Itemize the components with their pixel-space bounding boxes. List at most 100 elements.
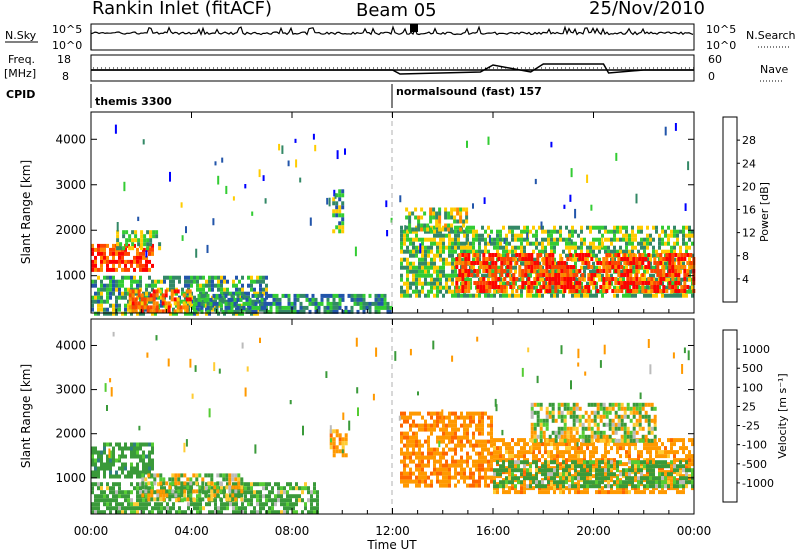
velocity-cell <box>628 468 631 473</box>
power-cell <box>173 301 177 306</box>
nsky-spike <box>410 24 418 32</box>
velocity-cell <box>229 502 232 507</box>
velocity-cell <box>661 460 664 465</box>
power-cell <box>211 279 214 284</box>
velocity-cell <box>445 423 448 428</box>
velocity-cell <box>415 463 418 468</box>
velocity-cell <box>168 489 172 494</box>
velocity-cell <box>115 498 118 503</box>
velocity-cell <box>478 423 481 428</box>
velocity-cell <box>487 447 490 452</box>
power-cell <box>118 263 121 268</box>
velocity-cell <box>418 459 421 464</box>
power-cell <box>259 287 262 292</box>
velocity-cell <box>439 479 442 484</box>
velocity-cell <box>547 442 550 447</box>
velocity-cell <box>262 486 265 491</box>
power-cell <box>335 309 339 314</box>
power-cell <box>145 267 148 272</box>
power-cell <box>617 273 621 277</box>
power-cell <box>523 237 526 242</box>
power-cell <box>338 229 342 234</box>
velocity-cell <box>427 475 430 480</box>
velocity-cell <box>628 460 631 465</box>
velocity-cell <box>219 497 223 502</box>
velocity-cell <box>139 490 142 495</box>
power-cell <box>505 249 508 254</box>
power-cell <box>673 257 676 262</box>
velocity-cell <box>539 402 543 407</box>
nsky-line <box>90 25 694 50</box>
power-cell <box>124 259 127 264</box>
power-cell <box>400 225 403 230</box>
power-cell <box>248 305 252 310</box>
velocity-cell <box>94 502 97 507</box>
velocity-cell <box>679 438 682 443</box>
power-cell <box>160 291 163 296</box>
velocity-cell <box>526 476 529 481</box>
velocity-cell <box>217 510 220 515</box>
velocity-cell <box>571 474 574 479</box>
power-cell <box>341 205 345 210</box>
velocity-cell <box>526 484 529 489</box>
velocity-cell <box>533 422 537 427</box>
power-cell <box>524 257 528 261</box>
velocity-cell <box>216 481 220 486</box>
power-cell <box>497 253 501 257</box>
velocity-cell <box>562 450 565 455</box>
power-cell <box>536 253 540 257</box>
power-cell <box>563 281 567 285</box>
power-cell <box>100 283 103 288</box>
power-cell <box>623 273 627 277</box>
velocity-cell <box>616 464 619 469</box>
velocity-cell <box>338 433 342 438</box>
power-scatter-point <box>386 230 389 237</box>
power-cell <box>411 211 415 216</box>
power-cell <box>91 247 94 252</box>
power-cell <box>447 223 451 228</box>
power-cell <box>256 299 259 304</box>
velocity-cell <box>130 502 133 507</box>
velocity-cell <box>511 468 514 473</box>
power-cell <box>417 223 421 228</box>
power-cell <box>152 309 156 314</box>
power-cell <box>226 291 229 296</box>
power-cell <box>676 241 679 246</box>
velocity-cell <box>481 427 484 432</box>
velocity-cell <box>625 468 628 473</box>
velocity-cell <box>150 473 154 478</box>
velocity-cell <box>460 467 463 472</box>
power-cell <box>256 279 259 284</box>
velocity-cell <box>448 479 451 484</box>
power-cell <box>598 229 601 234</box>
velocity-cell <box>415 455 418 460</box>
power-cell <box>221 297 225 302</box>
power-cell <box>140 230 144 235</box>
power-cell <box>149 293 153 298</box>
velocity-cell <box>478 455 481 460</box>
velocity-cell <box>310 498 313 503</box>
velocity-cell <box>649 490 652 495</box>
power-cell <box>335 193 339 198</box>
velocity-cell <box>196 506 199 511</box>
velocity-cell <box>616 484 619 489</box>
power-cell <box>175 303 178 308</box>
power-cell <box>94 291 97 296</box>
velocity-cell <box>673 442 676 447</box>
power-cell <box>406 293 409 298</box>
velocity-cell <box>682 490 685 495</box>
power-cell <box>472 293 475 298</box>
power-cell <box>514 233 517 238</box>
power-cell <box>677 289 681 293</box>
velocity-cell <box>517 490 520 495</box>
velocity-cell <box>673 480 676 485</box>
velocity-cell <box>530 426 534 431</box>
velocity-cell <box>274 494 277 499</box>
power-cell <box>494 285 498 289</box>
power-cell <box>566 281 570 285</box>
power-cell <box>415 237 418 242</box>
velocity-cell <box>106 442 109 447</box>
velocity-cell <box>688 462 691 467</box>
velocity-cell <box>127 474 130 479</box>
velocity-cell <box>124 498 127 503</box>
